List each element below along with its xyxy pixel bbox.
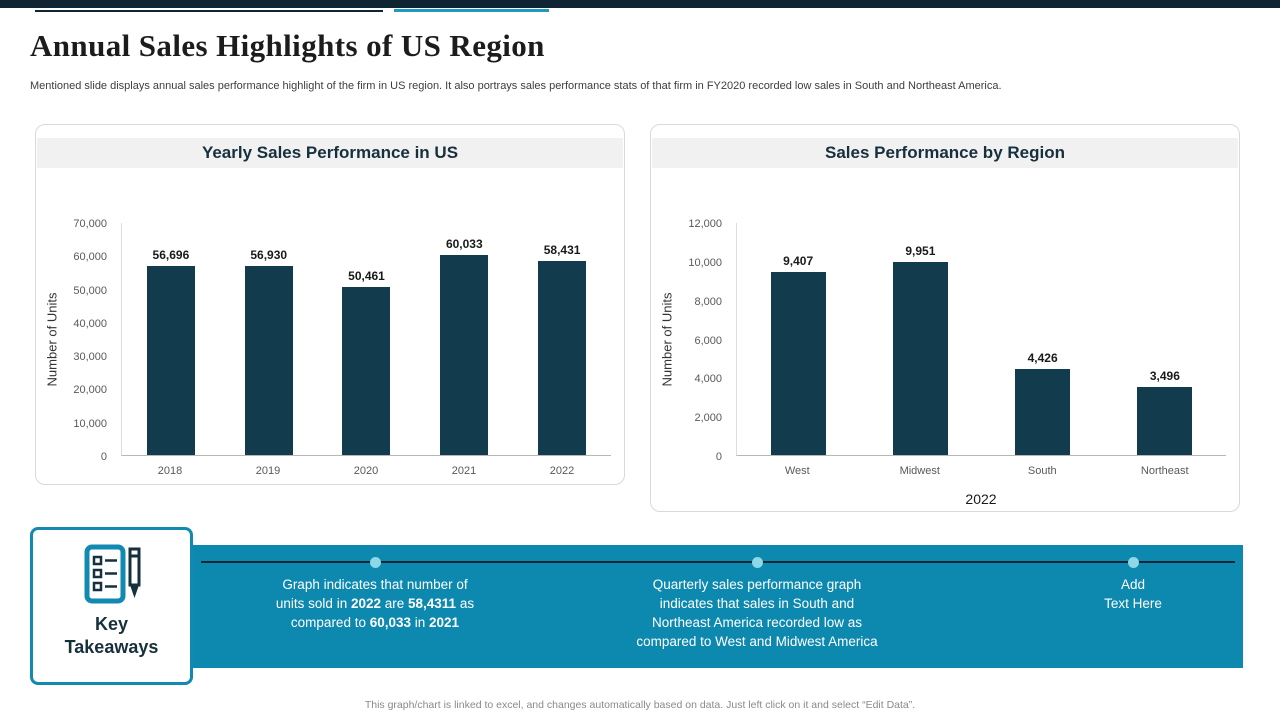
bar-value-label: 50,461 <box>348 269 385 283</box>
y-tick-label: 70,000 <box>73 218 107 230</box>
bar-value-label: 56,930 <box>250 247 288 262</box>
top-accent-bar <box>0 0 1280 8</box>
y-tick-label: 4,000 <box>694 373 722 386</box>
bar[interactable] <box>770 272 826 455</box>
timeline-dot <box>369 557 381 568</box>
page-title: Annual Sales Highlights of US Region <box>30 28 545 63</box>
bar-value-label: 9,951 <box>905 243 936 258</box>
bar-value-label: 4,426 <box>1027 351 1058 366</box>
bar-2021[interactable]: 60,033 <box>415 223 513 455</box>
chart-title-region: Sales Performance by Region <box>652 138 1238 168</box>
bar-value-label: 9,407 <box>783 254 814 269</box>
bar[interactable] <box>892 261 948 455</box>
bar[interactable] <box>1137 387 1193 455</box>
x-tick-label: West <box>784 465 810 477</box>
bar-2020[interactable]: 50,461 <box>318 223 416 455</box>
bar[interactable] <box>538 260 587 455</box>
chart-panel-yearly: Yearly Sales Performance in US Number of… <box>35 124 625 485</box>
x-tick-label: 2022 <box>549 465 575 477</box>
bar-Northeast[interactable]: 3,496 <box>1104 223 1226 455</box>
y-tick-label: 20,000 <box>73 384 107 397</box>
takeaway-text: Quarterly sales performance graph indica… <box>636 577 878 649</box>
x-tick-label: South <box>1027 465 1057 477</box>
bar-chart-yearly[interactable]: 56,696 56,930 50,461 60,033 58,431 <box>121 223 611 456</box>
bar-2019[interactable]: 56,930 <box>220 223 318 455</box>
chart-panel-region: Sales Performance by Region Number of Un… <box>650 124 1240 512</box>
y-tick-label: 6,000 <box>694 334 722 347</box>
takeaway-items: Graph indicates that number of units sol… <box>193 545 1243 668</box>
text-placeholder[interactable]: Add Text Here <box>1104 577 1162 611</box>
bar-value-label: 58,431 <box>543 242 581 257</box>
x-tick-label: Northeast <box>1140 465 1189 477</box>
chart-title-yearly: Yearly Sales Performance in US <box>37 138 623 168</box>
bar[interactable] <box>440 255 489 455</box>
x-tick-label: 2020 <box>353 465 379 477</box>
bar-2018[interactable]: 56,696 <box>122 223 220 455</box>
bar[interactable] <box>342 287 391 455</box>
bar-Midwest[interactable]: 9,951 <box>859 223 981 455</box>
key-takeaways-box[interactable]: Key Takeaways <box>30 527 193 685</box>
x-tick-label: Midwest <box>899 465 940 477</box>
y-tick-label: 50,000 <box>73 284 107 297</box>
footer-note: This graph/chart is linked to excel, and… <box>364 699 916 711</box>
timeline-dot <box>1127 557 1139 568</box>
y-tick-label: 10,000 <box>73 417 107 430</box>
x-tick-label: 2018 <box>157 465 183 477</box>
page-subtitle: Mentioned slide displays annual sales pe… <box>30 80 1002 92</box>
y-tick-label: 0 <box>100 451 107 463</box>
y-tick-label: 8,000 <box>694 295 722 308</box>
bar-2022[interactable]: 58,431 <box>513 223 611 455</box>
header-line-teal <box>394 9 549 12</box>
bar-value-label: 60,033 <box>445 237 483 252</box>
takeaway-item: Add Text Here <box>988 545 1278 613</box>
bar[interactable] <box>1015 369 1071 455</box>
timeline-line <box>201 561 1235 563</box>
bar-South[interactable]: 4,426 <box>982 223 1104 455</box>
x-axis-categories: West Midwest South Northeast <box>736 456 1226 477</box>
x-tick-label: 2021 <box>451 465 477 477</box>
header-line-dark <box>35 10 383 12</box>
y-tick-label: 10,000 <box>688 256 722 269</box>
key-takeaways-title: Key Takeaways <box>64 614 159 657</box>
x-axis-categories: 2018 2019 2020 2021 2022 <box>121 456 611 477</box>
takeaway-item: Quarterly sales performance graph indica… <box>612 545 902 651</box>
x-axis-title: 2022 <box>965 491 997 507</box>
bar-West[interactable]: 9,407 <box>737 223 859 455</box>
y-tick-label: 2,000 <box>694 412 722 425</box>
x-tick-label: 2019 <box>255 465 281 477</box>
notepad-pencil-icon <box>84 544 140 604</box>
takeaway-item: Graph indicates that number of units sol… <box>230 545 520 632</box>
takeaway-text: Graph indicates that number of units sol… <box>275 577 475 630</box>
y-tick-label: 12,000 <box>688 218 722 230</box>
y-tick-label: 0 <box>715 451 722 463</box>
y-axis-ticks: 0 2,000 4,000 6,000 8,000 10,000 12,000 <box>673 218 728 463</box>
y-tick-label: 40,000 <box>73 317 107 330</box>
bar-value-label: 3,496 <box>1149 369 1180 384</box>
bar-chart-region[interactable]: 9,407 9,951 4,426 3,496 <box>736 223 1226 456</box>
bar[interactable] <box>146 266 195 455</box>
y-axis-ticks: 0 10,000 20,000 30,000 40,000 50,000 60,000 70,… <box>58 218 113 463</box>
takeaways-band: Graph indicates that number of units sol… <box>193 545 1243 668</box>
bar[interactable] <box>244 265 293 455</box>
timeline-dot <box>751 557 763 568</box>
bar-value-label: 56,696 <box>152 248 190 263</box>
y-tick-label: 30,000 <box>73 351 107 364</box>
y-tick-label: 60,000 <box>73 251 107 264</box>
